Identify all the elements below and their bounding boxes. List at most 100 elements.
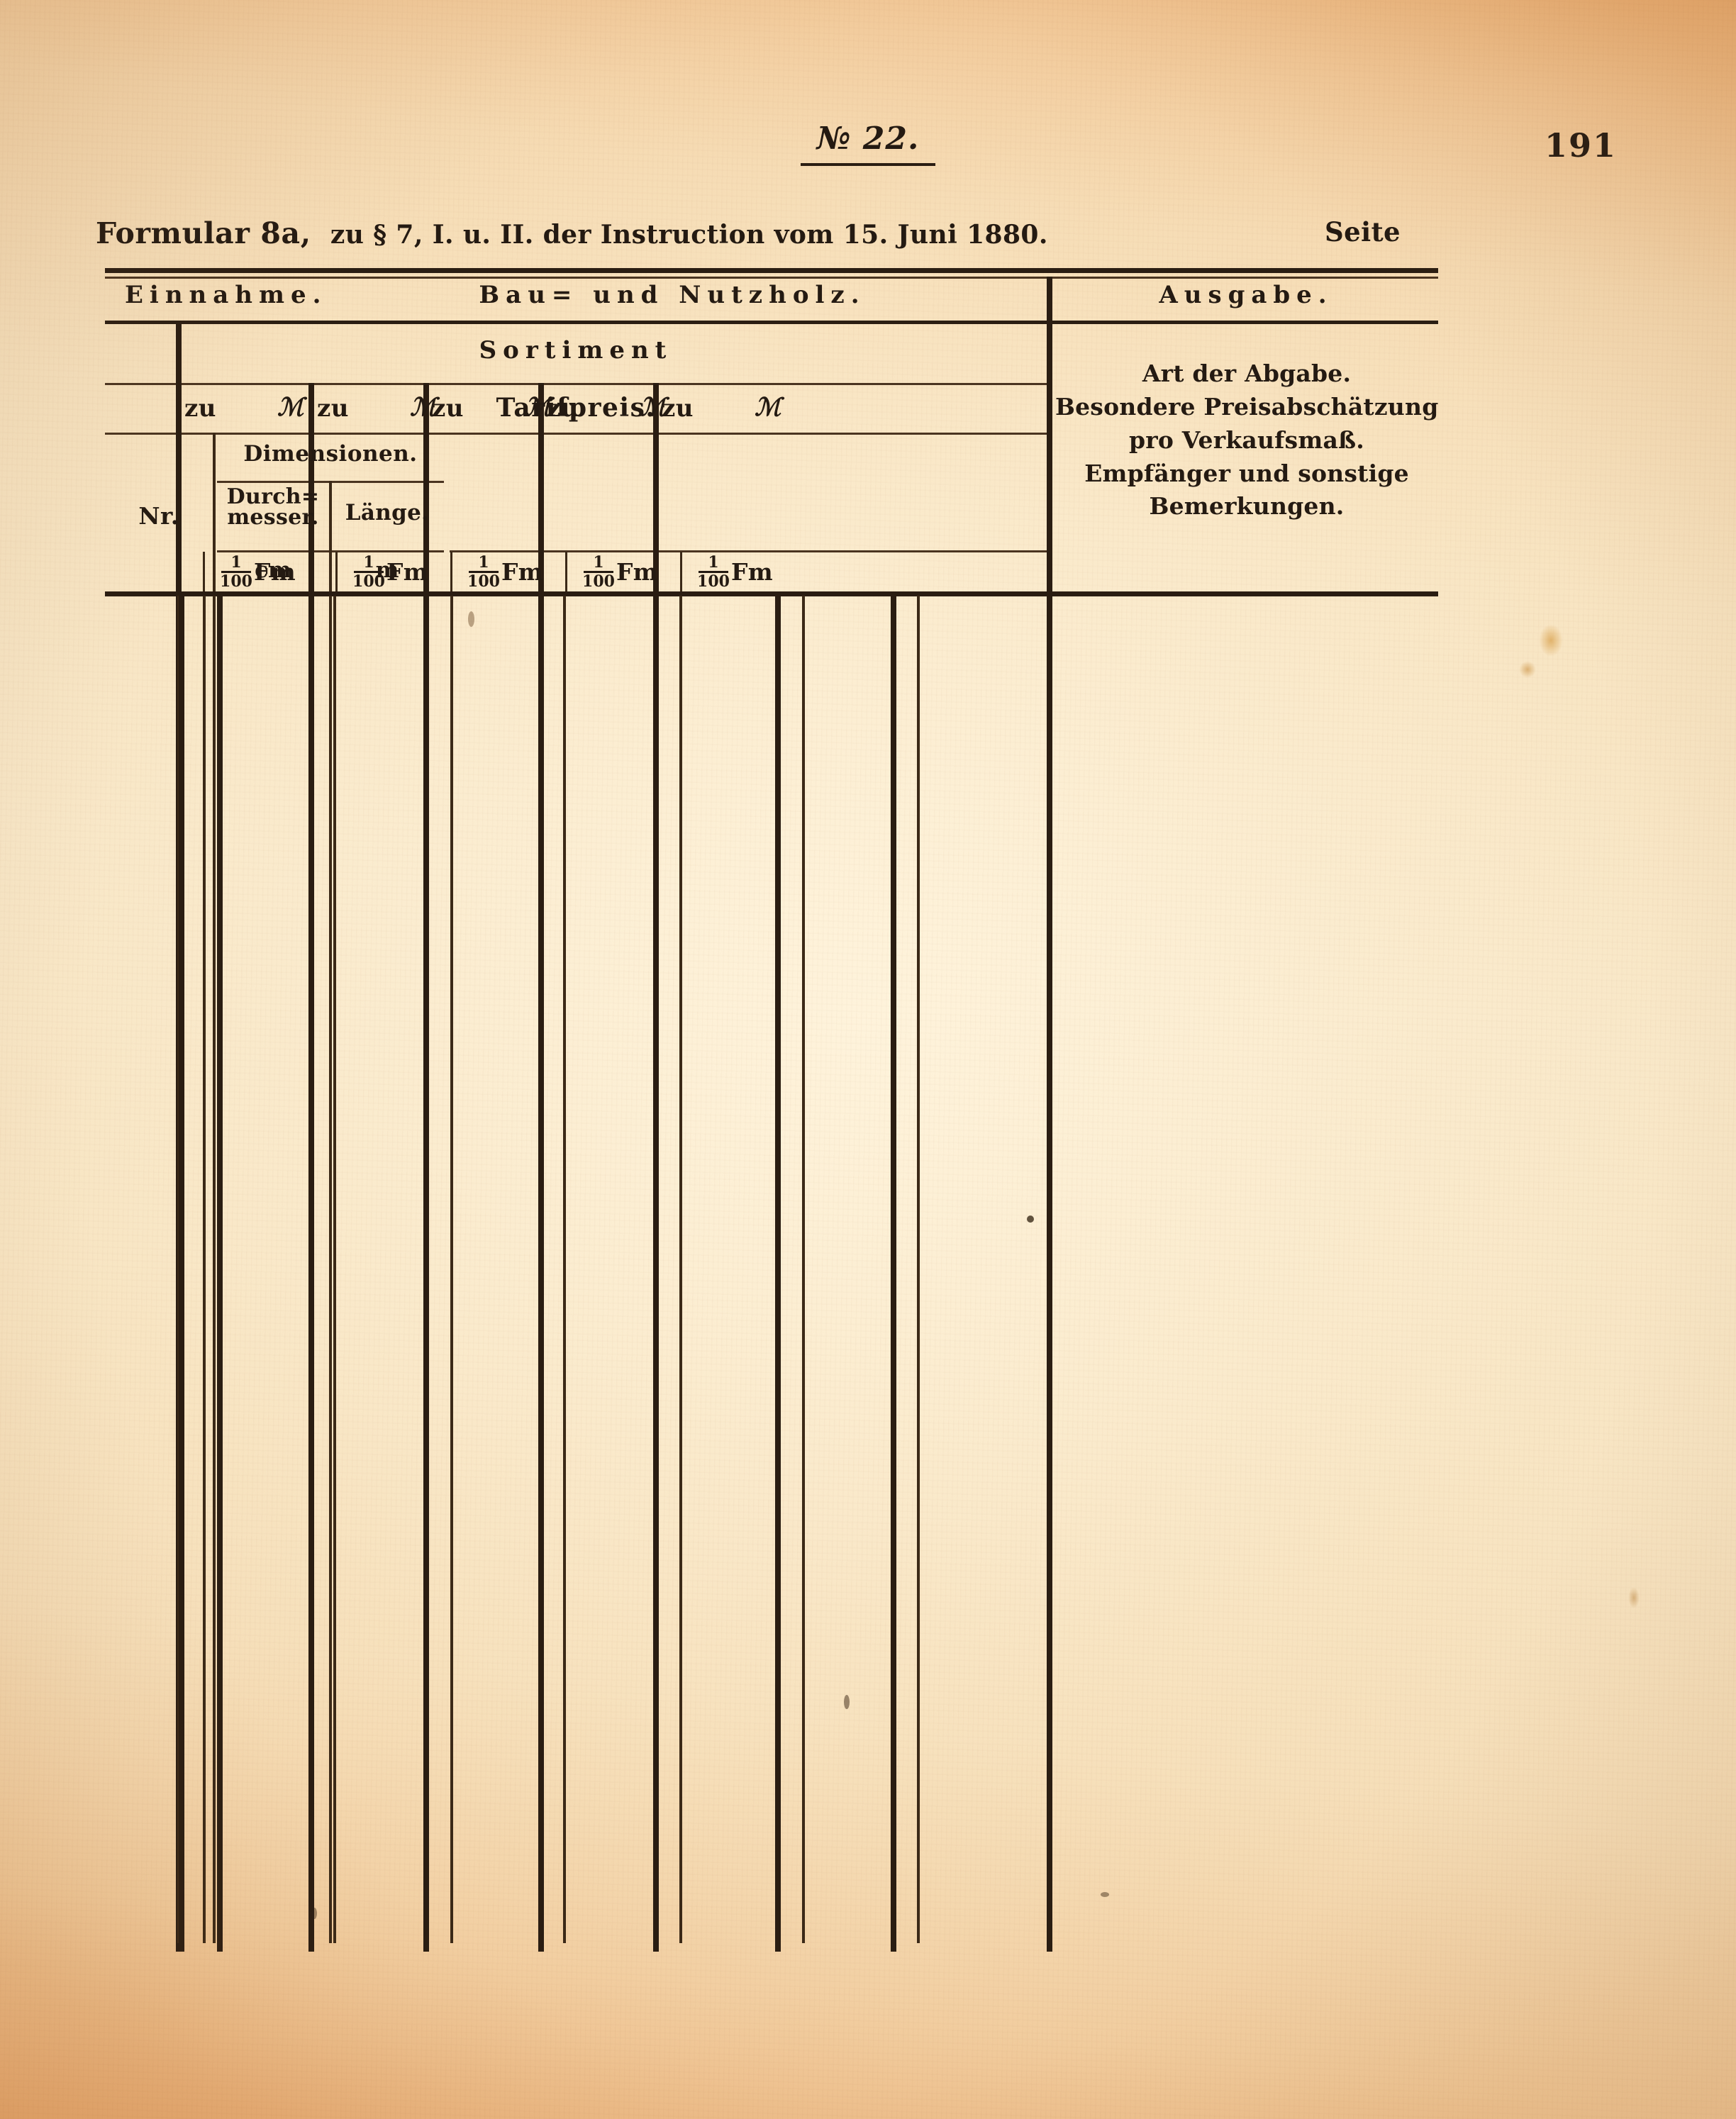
column-rule-price-left-0 [176, 321, 182, 591]
price-col-4-fraction-bar [699, 571, 729, 573]
price-col-2-volume-unit: 1 100 Fm [455, 555, 556, 589]
price-col-0-zu-label: zu [184, 394, 216, 423]
body-rule-x611 [538, 596, 544, 1952]
body-rule-x138 [203, 596, 206, 1943]
body-rule-x152 [213, 596, 216, 1943]
body-rule-x449 [423, 596, 429, 1952]
price-col-1-volume-unit: 1 100 Fm [340, 555, 441, 589]
formular-reference: zu § 7, I. u. II. der Instruction vom 15… [330, 220, 1048, 250]
price-col-4-volume-unit: 1 100 Fm [684, 555, 786, 589]
price-col-2-zu-label: zu [432, 394, 464, 423]
column-rule-price-sep-1 [423, 383, 429, 591]
price-col-4-fraction: 1 100 [697, 555, 730, 589]
body-rule-x104 [179, 596, 184, 1952]
header-laenge: Länge. [345, 500, 430, 525]
price-col-4-fm-divider [680, 552, 682, 591]
body-rule-x983 [802, 596, 805, 1943]
body-rule-x1145 [917, 596, 920, 1943]
price-col-1-fm-divider [335, 552, 338, 591]
seite-label: Seite [1325, 216, 1401, 248]
price-col-0-fraction-bar [221, 571, 252, 573]
notes-line-0: Art der Abgabe. [1142, 360, 1352, 387]
price-col-1-fraction-numerator: 1 [363, 553, 374, 572]
table-top-rule-secondary [105, 277, 1438, 279]
sheet-number-underline [801, 163, 935, 166]
price-col-3-zu-label: zu [547, 394, 579, 423]
column-rule-price-sep-2 [538, 383, 544, 591]
sheet-number-label: № 22. [816, 121, 920, 157]
sheet-number: № 22. [0, 121, 1736, 166]
form-reference-line: Formular 8a, zu § 7, I. u. II. der Instr… [96, 216, 1401, 250]
notes-column: Art der Abgabe. Besondere Preisabschätzun… [1055, 357, 1438, 523]
header-unit-m: m [375, 557, 399, 583]
body-rule-x487 [450, 596, 453, 1943]
body-rule-x1328 [1047, 596, 1052, 1952]
price-col-0-fraction-denominator: 100 [220, 572, 252, 591]
price-col-2-fraction-numerator: 1 [478, 553, 489, 572]
header-bottom-rule [105, 591, 1438, 596]
notes-line-3: Empfänger und sonstige [1084, 459, 1409, 487]
price-col-3-unit-label: Fm [616, 558, 658, 586]
price-col-0-fraction: 1 100 [220, 555, 252, 589]
price-col-3-fraction: 1 100 [582, 555, 615, 589]
price-col-1-currency-mark: ℳ [410, 393, 437, 422]
price-col-1-zu-label: zu [317, 394, 349, 423]
header-durchmesser-line1: Durch= [226, 484, 320, 509]
price-col-2-fm-divider [450, 552, 452, 591]
header-durchmesser: Durch= messer. [217, 486, 329, 528]
price-col-3-fraction-bar [584, 571, 614, 573]
notes-line-4: Bemerkungen. [1149, 492, 1345, 521]
price-col-3-fm-divider [565, 552, 567, 591]
column-rule-price-sep-0 [308, 383, 314, 591]
band-einnahme: Einnahme. [125, 281, 328, 309]
column-rule-sortiment-right [1047, 277, 1052, 591]
sortiment-bottom-rule [105, 383, 1052, 385]
body-rule-x945 [775, 596, 781, 1952]
price-col-1-fraction-denominator: 100 [352, 572, 385, 591]
formular-label: Formular 8a, [96, 216, 311, 250]
price-col-0-currency-mark: ℳ [277, 393, 304, 422]
price-col-1-fraction-bar [354, 571, 384, 573]
body-rule-x158 [217, 596, 223, 1952]
fm-row-top-rule [450, 550, 1052, 552]
table-top-rule [105, 268, 1438, 273]
price-col-0-fm-divider [203, 552, 205, 591]
column-rule-price-sep-3 [653, 383, 659, 591]
price-col-4-currency-mark: ℳ [755, 393, 781, 422]
body-rule-x646 [563, 596, 566, 1943]
price-col-1-fraction: 1 100 [352, 555, 385, 589]
price-col-3-volume-unit: 1 100 Fm [569, 555, 671, 589]
column-rule-nr-right [213, 433, 216, 591]
notes-line-1: Besondere Preisabschätzung [1055, 392, 1439, 421]
header-sortiment: Sortiment [479, 336, 673, 365]
body-rule-x810 [679, 596, 682, 1943]
price-col-3-fraction-numerator: 1 [593, 553, 604, 572]
header-nr: Nr. [138, 502, 179, 530]
notes-line-2: pro Verkaufsmaß. [1129, 426, 1364, 454]
price-col-2-fraction: 1 100 [467, 555, 500, 589]
price-col-0-fraction-numerator: 1 [230, 553, 242, 572]
price-col-1-unit-label: Fm [386, 558, 428, 586]
price-col-3-fraction-denominator: 100 [582, 572, 615, 591]
form-table: Einnahme. Bau= und Nutzholz. Ausgabe. So… [105, 268, 1438, 1954]
header-durchmesser-line2: messer. [227, 505, 319, 530]
price-col-2-unit-label: Fm [501, 558, 543, 586]
body-rule-x1108 [891, 596, 896, 1952]
body-rule-x287 [308, 596, 314, 1952]
price-col-2-fraction-bar [469, 571, 499, 573]
column-rule-durchmesser-right [329, 481, 332, 591]
band-ausgabe: Ausgabe. [1159, 281, 1333, 309]
price-col-0-unit-label: Fm [253, 558, 296, 586]
price-col-4-unit-label: Fm [730, 558, 773, 586]
tarifpreis-bottom-rule [105, 433, 1052, 435]
price-col-4-fraction-numerator: 1 [708, 553, 719, 572]
header-dimensionen: Dimensionen. [243, 441, 418, 467]
price-col-2-fraction-denominator: 100 [467, 572, 500, 591]
band-bottom-rule [105, 321, 1438, 324]
header-unit-cm: cm [255, 557, 291, 583]
price-col-0-volume-unit: 1 100 Fm [207, 555, 308, 589]
body-rule-x316 [329, 596, 332, 1943]
price-col-2-currency-mark: ℳ [525, 393, 552, 422]
body-rule-x322 [333, 596, 336, 1943]
